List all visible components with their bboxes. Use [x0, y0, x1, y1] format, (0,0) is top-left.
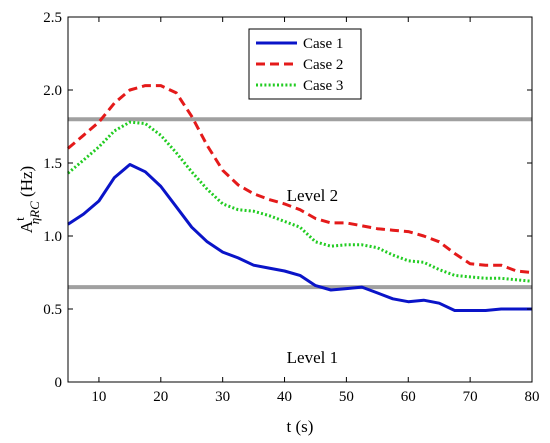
- x-tick-label: 80: [525, 389, 540, 405]
- legend-box: [248, 28, 362, 100]
- plot-frame: [67, 16, 533, 383]
- legend-label-case-1: Case 1: [303, 36, 343, 52]
- threshold-lines: [68, 117, 532, 290]
- series-lines: [67, 84, 533, 312]
- x-axis-label: t (s): [287, 417, 314, 436]
- y-axis-label-base: A: [17, 220, 36, 233]
- series-line-case-1: [67, 163, 532, 312]
- y-tick-label: 0.5: [43, 302, 62, 318]
- level-label-1: Level 1: [287, 348, 338, 367]
- level-label-2: Level 2: [287, 186, 338, 205]
- x-tick-label: 60: [401, 389, 416, 405]
- y-tick-label: 1.5: [43, 156, 62, 172]
- x-tick-label: 70: [463, 389, 478, 405]
- y-tick-label: 0: [55, 375, 63, 391]
- legend-label-case-2: Case 2: [303, 57, 343, 73]
- x-tick-label: 20: [153, 389, 168, 405]
- x-axis: 10 20 30 40 50 60 70 80: [91, 17, 540, 405]
- x-tick-label: 40: [277, 389, 292, 405]
- legend: Case 1 Case 2 Case 3: [248, 28, 362, 100]
- legend-label-case-3: Case 3: [303, 78, 343, 94]
- x-tick-label: 50: [339, 389, 354, 405]
- x-tick-label: 10: [91, 389, 106, 405]
- y-axis: 0 0.5 1.0 1.5 2.0 2.5: [43, 10, 532, 391]
- series-line-case-2: [67, 84, 533, 274]
- x-tick-label: 30: [215, 389, 230, 405]
- y-tick-label: 2.5: [43, 10, 62, 26]
- y-axis-label-subscript: ηRC: [27, 201, 42, 224]
- y-axis-label-unit: (Hz): [17, 166, 36, 201]
- y-axis-label-superscript: t: [12, 217, 27, 221]
- y-axis-label: AtηRC (Hz): [12, 166, 42, 233]
- y-tick-label: 1.0: [43, 229, 62, 245]
- y-tick-label: 2.0: [43, 83, 62, 99]
